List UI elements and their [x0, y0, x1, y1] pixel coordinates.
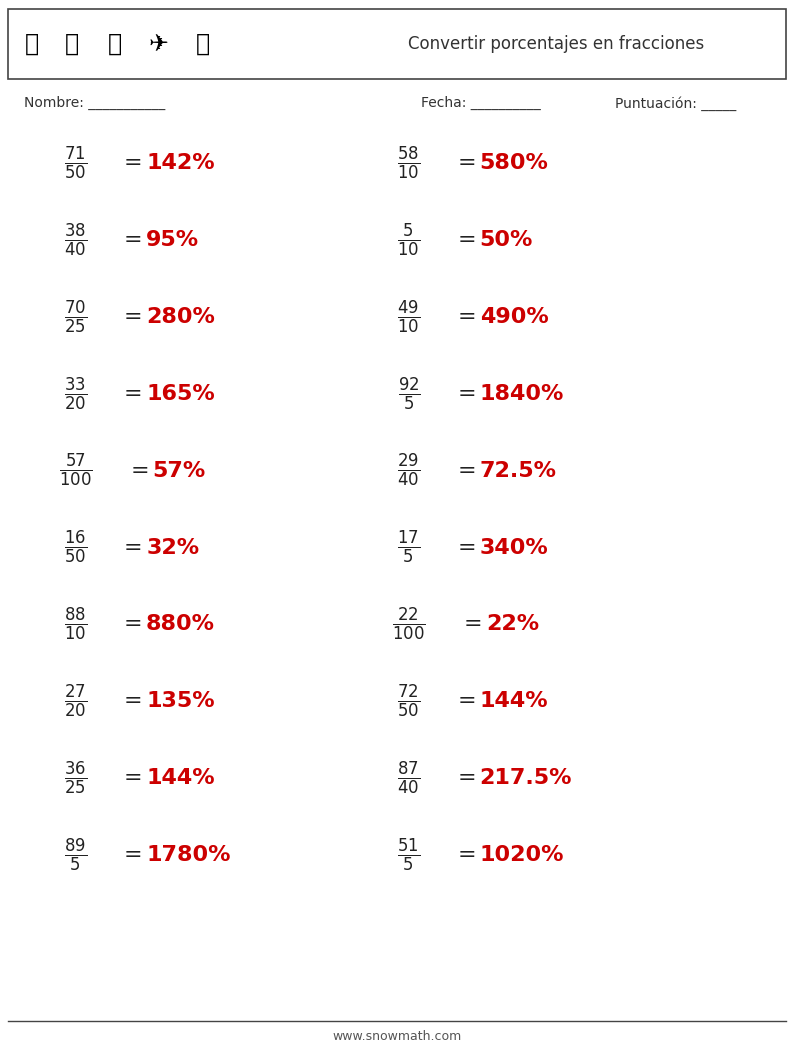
Text: =: =: [124, 615, 142, 634]
Text: 🚌: 🚌: [195, 33, 210, 56]
Text: 280%: 280%: [146, 307, 215, 326]
Text: =: =: [124, 769, 142, 788]
Text: $\frac{49}{10}$: $\frac{49}{10}$: [397, 298, 421, 336]
Text: $\frac{88}{10}$: $\frac{88}{10}$: [64, 605, 87, 643]
Text: Puntuación: _____: Puntuación: _____: [615, 96, 737, 111]
Text: 165%: 165%: [146, 384, 215, 403]
Text: =: =: [124, 307, 142, 326]
Text: $\frac{38}{40}$: $\frac{38}{40}$: [64, 221, 87, 259]
Text: 1840%: 1840%: [480, 384, 564, 403]
Text: =: =: [457, 769, 476, 788]
Text: =: =: [130, 461, 148, 480]
Text: 🚓: 🚓: [25, 33, 39, 56]
Text: $\frac{16}{50}$: $\frac{16}{50}$: [64, 529, 87, 567]
Text: =: =: [124, 692, 142, 711]
Text: 144%: 144%: [146, 769, 214, 788]
Text: =: =: [457, 538, 476, 557]
FancyBboxPatch shape: [8, 9, 786, 79]
Text: $\frac{33}{20}$: $\frac{33}{20}$: [64, 375, 87, 413]
Text: 95%: 95%: [146, 231, 199, 250]
Text: $\frac{51}{5}$: $\frac{51}{5}$: [397, 836, 421, 874]
Text: =: =: [457, 231, 476, 250]
Text: 1780%: 1780%: [146, 846, 230, 865]
Text: =: =: [464, 615, 482, 634]
Text: Convertir porcentajes en fracciones: Convertir porcentajes en fracciones: [407, 35, 704, 54]
Text: =: =: [124, 384, 142, 403]
Text: 57%: 57%: [152, 461, 206, 480]
Text: $\frac{27}{20}$: $\frac{27}{20}$: [64, 682, 87, 720]
Text: =: =: [457, 692, 476, 711]
Text: $\frac{29}{40}$: $\frac{29}{40}$: [397, 452, 421, 490]
Text: 490%: 490%: [480, 307, 549, 326]
Text: $\frac{36}{25}$: $\frac{36}{25}$: [64, 759, 87, 797]
Text: $\frac{22}{100}$: $\frac{22}{100}$: [392, 605, 426, 643]
Text: 144%: 144%: [480, 692, 548, 711]
Text: 50%: 50%: [480, 231, 533, 250]
Text: =: =: [124, 538, 142, 557]
Text: 142%: 142%: [146, 154, 214, 173]
Text: $\frac{70}{25}$: $\frac{70}{25}$: [64, 298, 87, 336]
Text: 340%: 340%: [480, 538, 549, 557]
Text: $\frac{71}{50}$: $\frac{71}{50}$: [64, 144, 87, 182]
Text: 880%: 880%: [146, 615, 215, 634]
Text: =: =: [457, 307, 476, 326]
Text: 1020%: 1020%: [480, 846, 564, 865]
Text: $\frac{57}{100}$: $\frac{57}{100}$: [59, 452, 92, 490]
Text: 🚁: 🚁: [108, 33, 122, 56]
Text: $\frac{89}{5}$: $\frac{89}{5}$: [64, 836, 87, 874]
Text: $\frac{5}{10}$: $\frac{5}{10}$: [397, 221, 421, 259]
Text: =: =: [124, 231, 142, 250]
Text: =: =: [457, 461, 476, 480]
Text: www.snowmath.com: www.snowmath.com: [333, 1030, 461, 1042]
Text: =: =: [457, 384, 476, 403]
Text: 🚕: 🚕: [64, 33, 79, 56]
Text: =: =: [124, 154, 142, 173]
Text: 72.5%: 72.5%: [480, 461, 557, 480]
Text: =: =: [124, 846, 142, 865]
Text: =: =: [457, 154, 476, 173]
Text: $\frac{87}{40}$: $\frac{87}{40}$: [397, 759, 421, 797]
Text: $\frac{92}{5}$: $\frac{92}{5}$: [398, 375, 420, 413]
Text: ✈: ✈: [149, 33, 168, 56]
Text: 580%: 580%: [480, 154, 549, 173]
Text: 32%: 32%: [146, 538, 199, 557]
Text: $\frac{72}{50}$: $\frac{72}{50}$: [397, 682, 421, 720]
Text: 217.5%: 217.5%: [480, 769, 572, 788]
Text: $\frac{17}{5}$: $\frac{17}{5}$: [397, 529, 421, 567]
Text: Nombre: ___________: Nombre: ___________: [24, 96, 165, 111]
Text: =: =: [457, 846, 476, 865]
Text: 22%: 22%: [486, 615, 539, 634]
Text: 135%: 135%: [146, 692, 214, 711]
Text: $\frac{58}{10}$: $\frac{58}{10}$: [397, 144, 421, 182]
Text: Fecha: __________: Fecha: __________: [421, 96, 541, 111]
